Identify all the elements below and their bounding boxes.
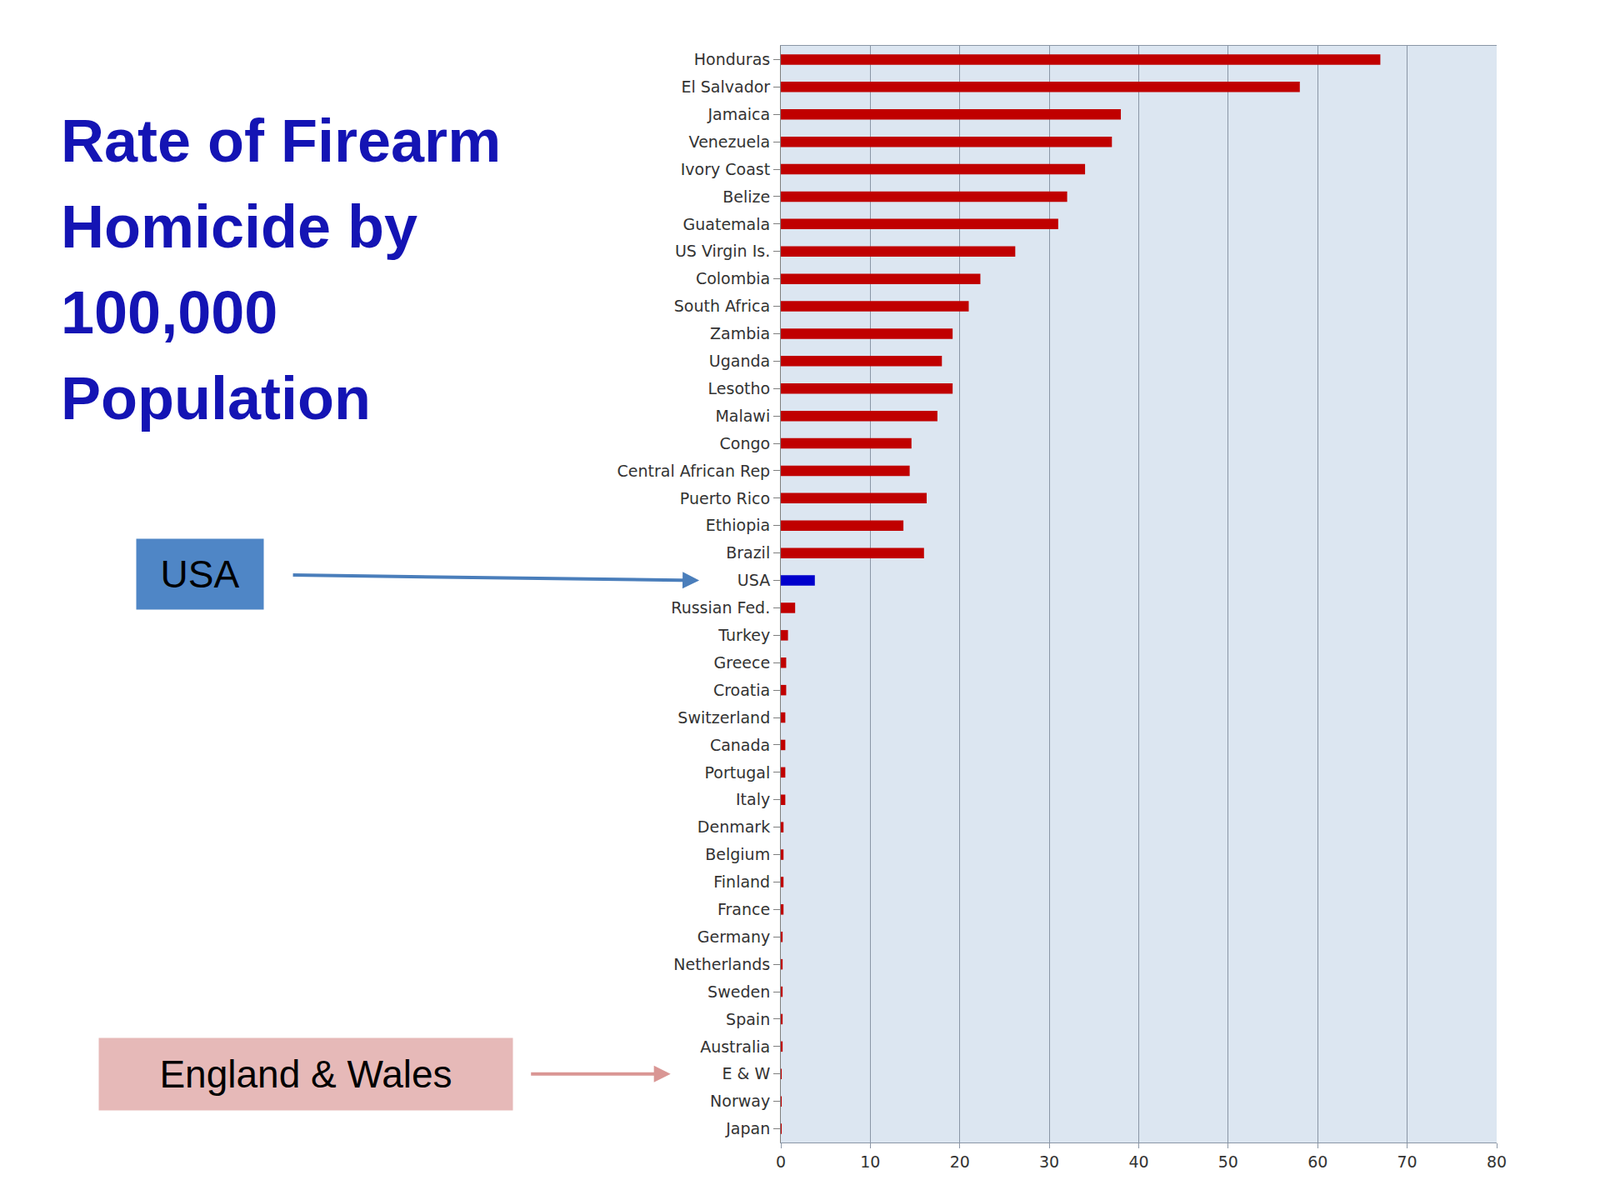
svg-text:England & Wales: England & Wales bbox=[159, 1052, 452, 1096]
svg-text:Belgium: Belgium bbox=[705, 845, 770, 864]
svg-text:South Africa: South Africa bbox=[674, 296, 770, 315]
svg-text:30: 30 bbox=[1039, 1152, 1060, 1171]
svg-text:40: 40 bbox=[1128, 1152, 1149, 1171]
svg-text:Central African Rep: Central African Rep bbox=[617, 461, 771, 480]
svg-text:Germany: Germany bbox=[697, 927, 770, 946]
html-text:Rate of Firearm Homicide by 10: Rate of Firearm Homicide by 100,000 Popu… bbox=[60, 107, 501, 432]
svg-text:US Virgin Is.: US Virgin Is. bbox=[675, 241, 770, 260]
svg-text:Norway: Norway bbox=[710, 1091, 770, 1110]
svg-text:Canada: Canada bbox=[710, 735, 770, 755]
svg-text:Sweden: Sweden bbox=[707, 982, 770, 1001]
svg-text:Guatemala: Guatemala bbox=[683, 215, 771, 234]
svg-text:Spain: Spain bbox=[725, 1010, 770, 1029]
svg-text:Brazil: Brazil bbox=[725, 543, 770, 562]
svg-text:Portugal: Portugal bbox=[704, 763, 770, 782]
svg-text:Finland: Finland bbox=[713, 872, 770, 891]
svg-text:80: 80 bbox=[1486, 1152, 1507, 1171]
svg-text:Netherlands: Netherlands bbox=[673, 955, 770, 974]
svg-text:Greece: Greece bbox=[714, 653, 771, 672]
svg-text:Uganda: Uganda bbox=[709, 351, 770, 370]
svg-text:Croatia: Croatia bbox=[713, 680, 770, 700]
svg-text:10: 10 bbox=[860, 1152, 880, 1171]
svg-text:Ethiopia: Ethiopia bbox=[705, 515, 770, 535]
svg-text:Venezuela: Venezuela bbox=[689, 132, 771, 151]
svg-text:70: 70 bbox=[1397, 1152, 1418, 1171]
svg-text:Turkey: Turkey bbox=[717, 625, 770, 645]
svg-text:Honduras: Honduras bbox=[694, 50, 770, 69]
svg-text:France: France bbox=[717, 900, 770, 919]
svg-text:Australia: Australia bbox=[700, 1037, 770, 1056]
svg-text:Japan: Japan bbox=[725, 1119, 770, 1138]
svg-text:Puerto Rico: Puerto Rico bbox=[680, 489, 770, 508]
svg-text:Congo: Congo bbox=[720, 434, 771, 453]
svg-text:Belize: Belize bbox=[722, 187, 770, 206]
svg-text:Russian Fed.: Russian Fed. bbox=[670, 598, 770, 617]
svg-text:Switzerland: Switzerland bbox=[677, 708, 770, 727]
svg-text:Jamaica: Jamaica bbox=[706, 105, 770, 124]
svg-text:USA: USA bbox=[160, 552, 240, 596]
svg-text:USA: USA bbox=[737, 570, 770, 590]
svg-text:Denmark: Denmark bbox=[697, 817, 770, 836]
svg-text:Colombia: Colombia bbox=[695, 269, 770, 288]
svg-text:60: 60 bbox=[1307, 1152, 1328, 1171]
svg-text:50: 50 bbox=[1218, 1152, 1239, 1171]
svg-text:El Salvador: El Salvador bbox=[680, 77, 770, 96]
svg-text:0: 0 bbox=[775, 1152, 786, 1171]
svg-text:Malawi: Malawi bbox=[715, 406, 770, 425]
svg-text:Ivory Coast: Ivory Coast bbox=[680, 160, 770, 179]
svg-text:Italy: Italy bbox=[735, 790, 770, 809]
svg-text:Zambia: Zambia bbox=[710, 324, 770, 343]
svg-text:Lesotho: Lesotho bbox=[708, 379, 771, 398]
svg-text:E & W: E & W bbox=[722, 1064, 771, 1083]
svg-text:20: 20 bbox=[950, 1152, 970, 1171]
